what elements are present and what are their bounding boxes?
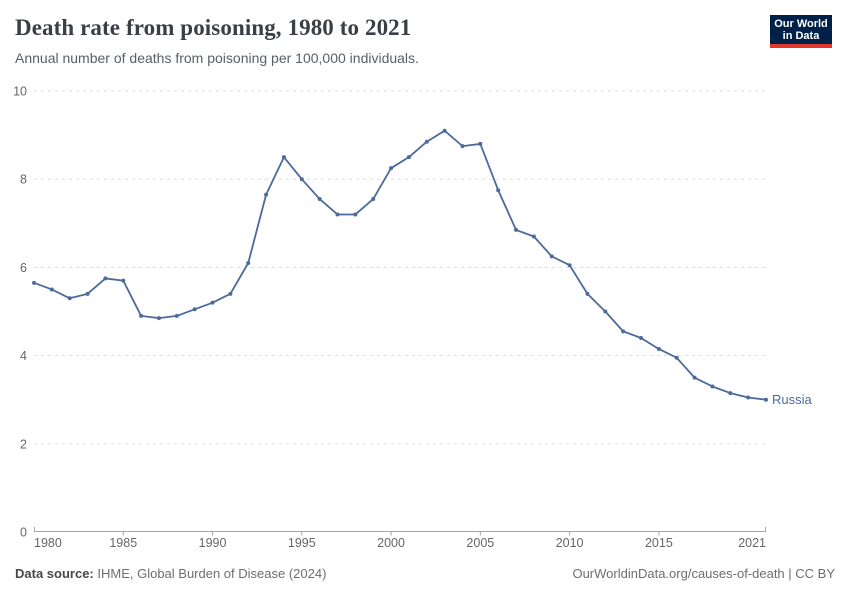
data-point-2019[interactable] (728, 391, 733, 396)
data-point-1994[interactable] (281, 155, 286, 160)
data-source-label: Data source: (15, 566, 94, 581)
data-point-1986[interactable] (139, 313, 144, 318)
data-point-1988[interactable] (174, 313, 179, 318)
data-point-1991[interactable] (228, 291, 233, 296)
y-tick-label-2: 2 (20, 437, 27, 451)
entity-label-russia[interactable]: Russia (772, 392, 813, 407)
data-point-2010[interactable] (567, 263, 572, 268)
data-point-1997[interactable] (335, 212, 340, 217)
data-point-2004[interactable] (460, 144, 465, 149)
owid-logo-line2: in Data (782, 29, 820, 42)
data-point-1996[interactable] (317, 197, 322, 202)
y-tick-label-8: 8 (20, 173, 27, 187)
x-tick-label-2021: 2021 (738, 536, 766, 550)
x-tick-label-2000: 2000 (377, 536, 405, 550)
data-point-1995[interactable] (299, 177, 304, 182)
x-tick-label-1980: 1980 (34, 536, 62, 550)
data-point-1993[interactable] (264, 192, 269, 197)
x-tick-label-1985: 1985 (109, 536, 137, 550)
x-tick-label-2005: 2005 (466, 536, 494, 550)
x-tick-label-2010: 2010 (556, 536, 584, 550)
owid-logo-line1: Our World (774, 17, 828, 30)
data-point-1980[interactable] (32, 280, 36, 285)
data-source-note: Data source: IHME, Global Burden of Dise… (15, 566, 326, 581)
data-point-2001[interactable] (406, 155, 411, 160)
data-point-2018[interactable] (710, 384, 715, 389)
y-tick-label-10: 10 (13, 85, 27, 99)
data-point-2008[interactable] (531, 234, 536, 239)
data-point-1987[interactable] (156, 316, 161, 321)
page-title: Death rate from poisoning, 1980 to 2021 (15, 15, 412, 40)
data-point-2003[interactable] (442, 128, 447, 133)
data-point-2011[interactable] (585, 291, 590, 296)
data-point-2000[interactable] (389, 166, 394, 171)
data-point-2013[interactable] (621, 329, 626, 334)
x-tick-label-2015: 2015 (645, 536, 673, 550)
series-line-russia[interactable] (33, 129, 767, 401)
chart-footer: Data source: IHME, Global Burden of Dise… (15, 566, 835, 581)
x-tick-label-1995: 1995 (288, 536, 316, 550)
data-point-2021[interactable] (764, 397, 768, 402)
chart-subtitle: Annual number of deaths from poisoning p… (15, 50, 419, 66)
data-point-2002[interactable] (424, 139, 429, 144)
data-point-2014[interactable] (639, 335, 644, 340)
owid-credit-link[interactable]: OurWorldinData.org/causes-of-death | CC … (572, 566, 835, 581)
y-tick-label-0: 0 (20, 526, 27, 540)
x-tick-label-1990: 1990 (199, 536, 227, 550)
data-point-1992[interactable] (246, 260, 251, 265)
data-point-1981[interactable] (49, 287, 54, 292)
data-point-1985[interactable] (121, 278, 126, 283)
data-point-2005[interactable] (478, 141, 483, 146)
y-tick-label-4: 4 (20, 349, 27, 363)
data-point-1989[interactable] (192, 307, 197, 312)
data-point-2016[interactable] (674, 355, 679, 360)
data-point-1983[interactable] (85, 291, 90, 296)
data-point-1990[interactable] (210, 300, 215, 305)
data-point-2017[interactable] (692, 375, 697, 380)
data-point-2015[interactable] (656, 346, 661, 351)
data-point-1999[interactable] (371, 197, 376, 202)
owid-logo[interactable]: Our World in Data (770, 15, 832, 48)
data-point-1998[interactable] (353, 212, 358, 217)
data-point-2006[interactable] (496, 188, 501, 193)
data-point-2009[interactable] (549, 254, 554, 259)
data-source-text: IHME, Global Burden of Disease (2024) (93, 566, 327, 581)
data-point-2007[interactable] (514, 227, 519, 232)
data-point-2012[interactable] (603, 309, 608, 314)
data-point-1982[interactable] (67, 296, 72, 301)
y-tick-label-6: 6 (20, 261, 27, 275)
data-point-2020[interactable] (746, 395, 751, 400)
chart-header: Death rate from poisoning, 1980 to 2021 … (15, 14, 755, 66)
data-point-1984[interactable] (103, 276, 108, 281)
